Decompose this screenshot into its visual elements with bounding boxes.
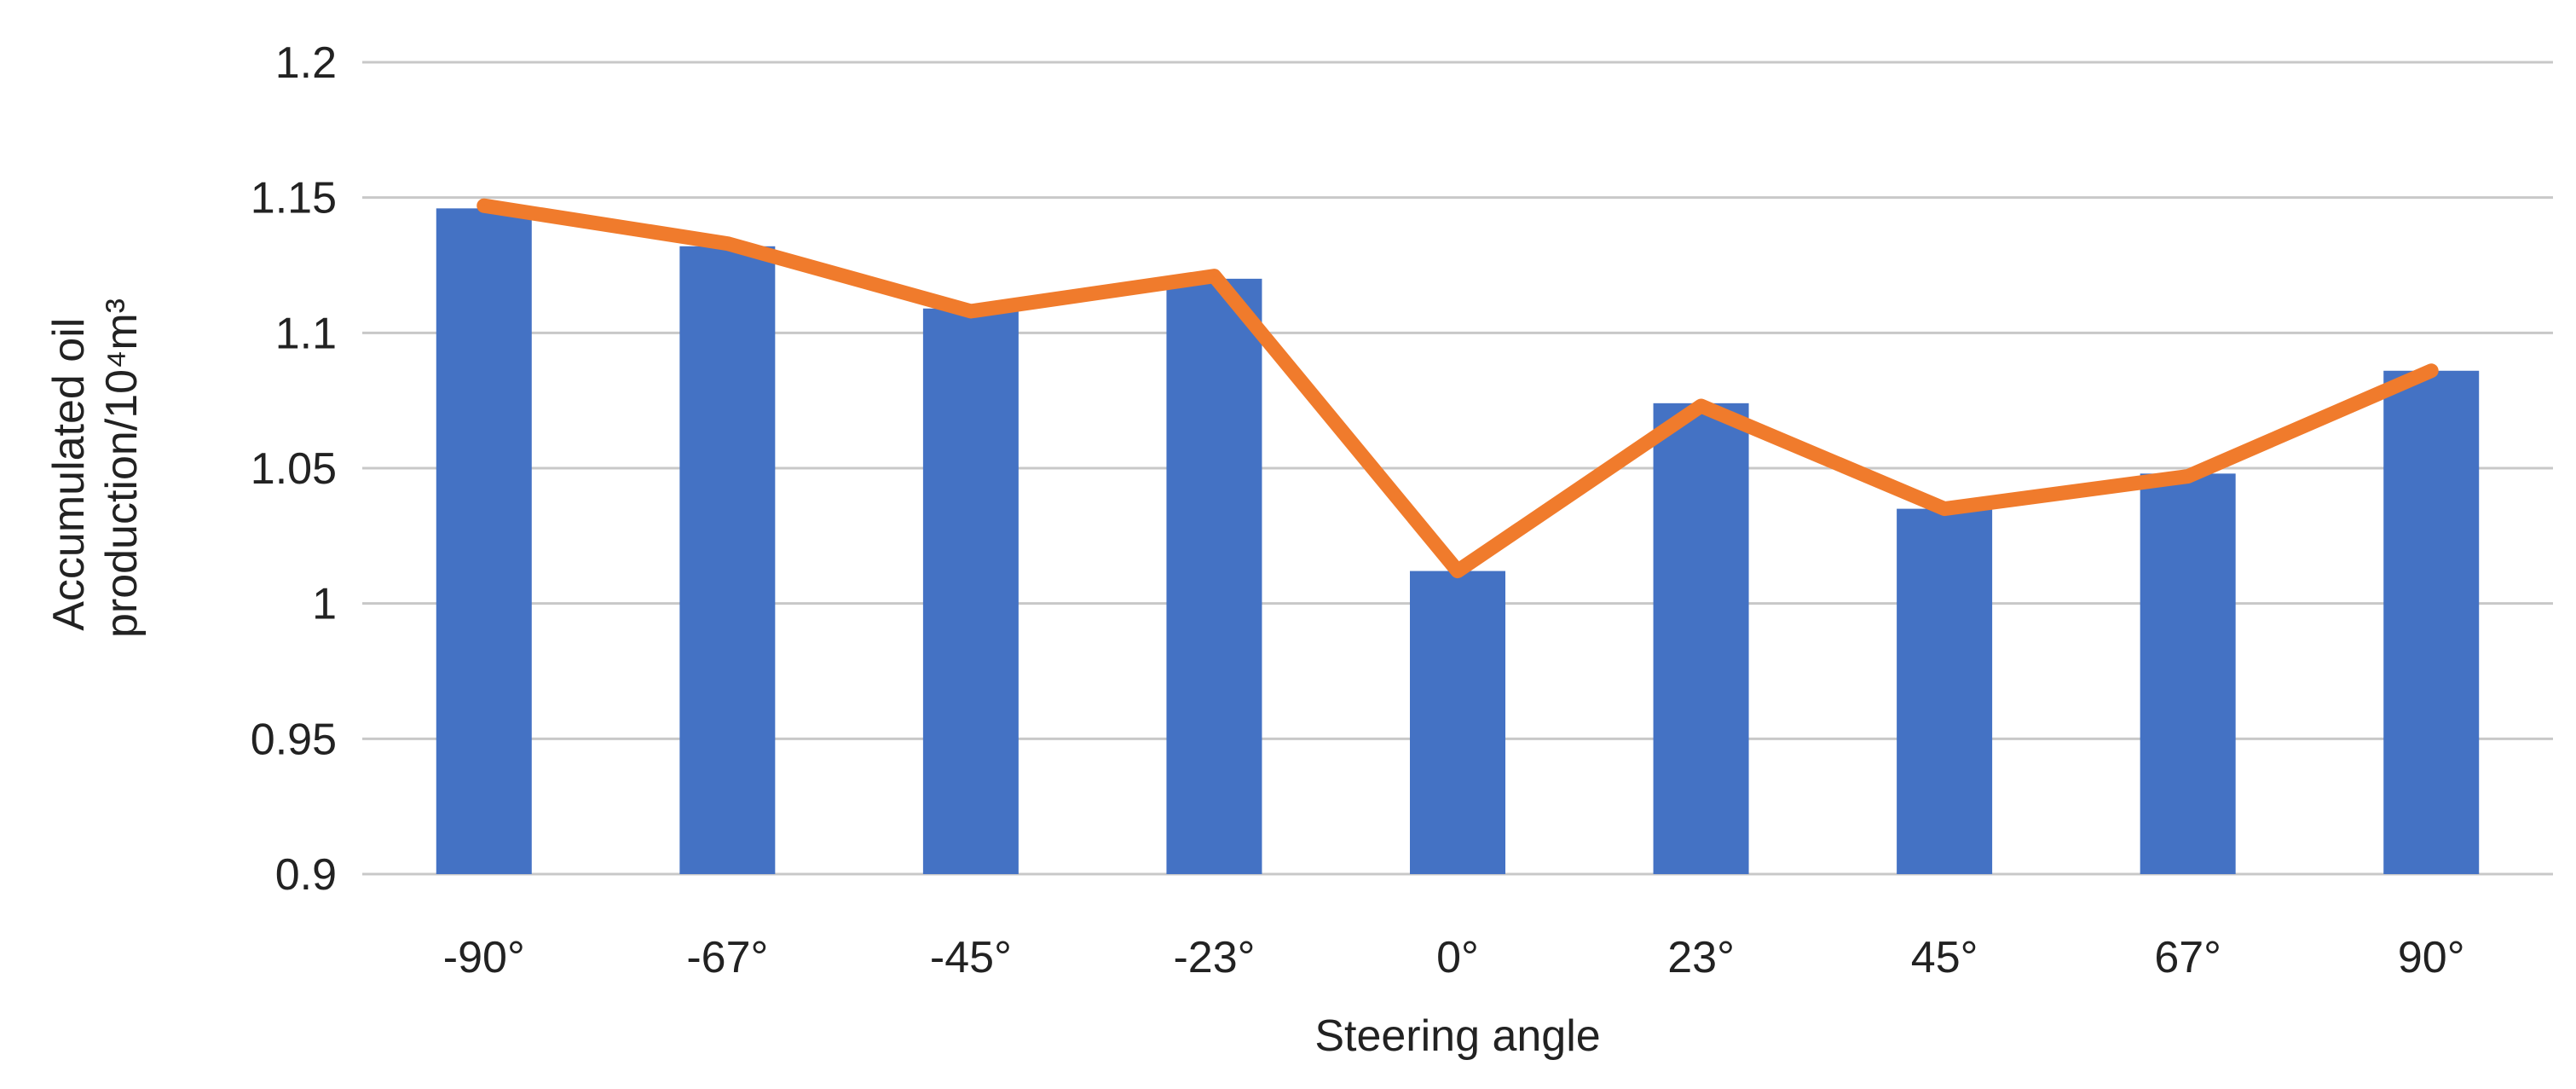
bar-3 [1166,278,1262,874]
y-tick-label-0: 0.9 [275,850,337,900]
x-tick-label-2: -45° [930,933,1012,982]
bar-5 [1653,403,1749,875]
x-tick-label-0: -90° [443,933,525,982]
bar-2 [922,308,1019,875]
y-tick-label-5: 1.15 [251,174,337,223]
x-tick-label-7: 67° [2154,933,2221,982]
bar-6 [1897,508,1993,874]
line-point-2 [969,310,972,312]
x-tick-label-4: 0° [1436,933,1479,982]
y-tick-label-6: 1.2 [275,38,337,88]
y-tick-label-4: 1.1 [275,309,337,358]
x-tick-label-8: 90° [2398,933,2465,982]
line-point-1 [726,242,729,245]
y-tick-labels: 0.9 0.95 1 1.05 1.1 1.15 1.2 [251,38,337,900]
y-tick-label-2: 1 [312,580,337,629]
bar-4 [1410,571,1505,874]
x-tick-label-1: -67° [686,933,768,982]
bar-1 [679,246,776,875]
bars [436,208,2480,875]
line-point-6 [1944,507,1946,510]
line-series [477,198,2439,579]
line-point-7 [2186,475,2189,478]
bar-8 [2383,370,2480,874]
line-point-0 [482,205,485,207]
bar-7 [2140,473,2236,874]
y-tick-label-3: 1.05 [251,444,337,494]
line-series-path [477,198,2439,579]
x-tick-label-3: -23° [1173,933,1255,982]
x-tick-label-6: 45° [1911,933,1978,982]
y-tick-label-1: 0.95 [251,715,337,764]
bar-0 [436,208,532,875]
y-axis-title-line-1: Accumulated oil [44,318,94,631]
line-point-5 [1700,405,1702,408]
x-tick-labels: -90° -67° -45° -23° 0° 23° 45° 67° 90° [443,933,2465,982]
line-point-8 [2430,369,2433,372]
line-point-4 [1457,570,1458,572]
x-tick-label-5: 23° [1667,933,1735,982]
y-axis-title-line-2: production/10⁴m³ [97,298,147,638]
x-axis-title: Steering angle [1314,1011,1600,1061]
y-axis-title: Accumulated oil production/10⁴m³ [44,298,147,638]
line-point-3 [1213,275,1216,277]
